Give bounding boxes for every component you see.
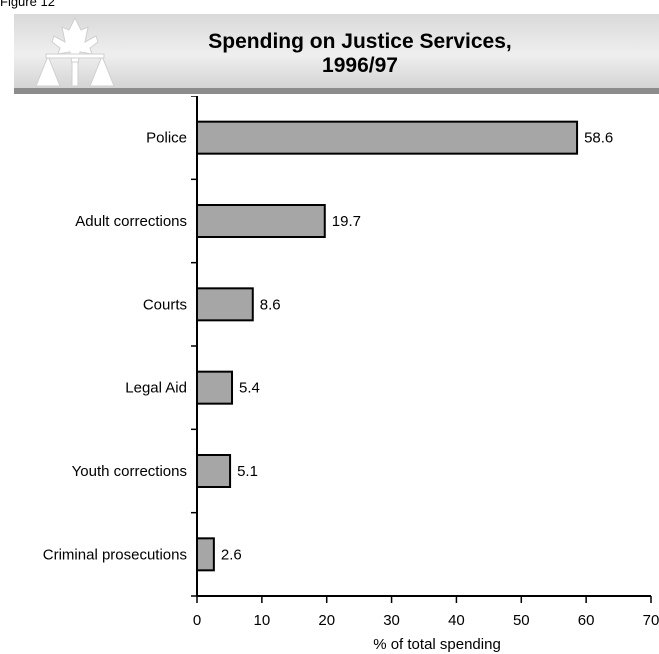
- x-axis-title: % of total spending: [373, 636, 501, 653]
- bar-chart: 0 10 20 30 40 50 60 70 Police 58.6 Adult correctio…: [43, 96, 659, 653]
- bar: [196, 370, 234, 405]
- category-label: Youth corrections: [72, 463, 187, 480]
- category-label: Police: [146, 130, 187, 147]
- title-banner: [14, 14, 659, 88]
- title-line-2: 1996/97: [322, 54, 398, 77]
- data-label: 2.6: [221, 546, 242, 563]
- banner-rule: [14, 88, 659, 94]
- x-tick-label: 20: [318, 612, 335, 629]
- category-label: Courts: [143, 296, 187, 313]
- data-label: 19.7: [332, 213, 361, 230]
- x-tick-label: 0: [193, 612, 201, 629]
- data-label: 5.4: [239, 380, 260, 397]
- x-tick-label: 50: [513, 612, 530, 629]
- maple-leaf-scales-icon: [35, 16, 115, 87]
- bar: [196, 204, 326, 238]
- x-tick-label: 30: [383, 612, 400, 629]
- bar: [196, 120, 579, 155]
- data-label: 8.6: [260, 296, 281, 313]
- chart-title: Spending on Justice Services, 1996/97: [140, 30, 580, 78]
- title-line-1: Spending on Justice Services,: [208, 30, 512, 53]
- data-label: 5.1: [237, 463, 258, 480]
- category-label: Legal Aid: [125, 380, 187, 397]
- data-label: 58.6: [584, 130, 613, 147]
- category-label: Adult corrections: [75, 213, 187, 230]
- figure-label: Figure 12: [0, 0, 55, 9]
- x-tick-label: 60: [578, 612, 595, 629]
- x-tick-label: 70: [643, 612, 659, 629]
- bar: [196, 454, 232, 488]
- category-label: Criminal prosecutions: [43, 546, 187, 563]
- bar: [196, 287, 254, 322]
- x-tick-label: 40: [448, 612, 465, 629]
- x-tick-label: 10: [254, 612, 271, 629]
- bar: [196, 537, 215, 572]
